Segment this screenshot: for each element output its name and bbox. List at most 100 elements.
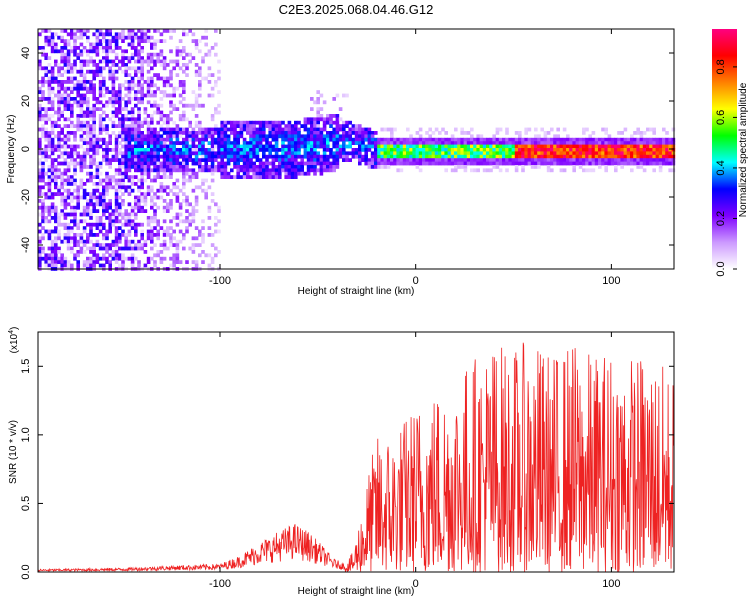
heatmap-cell [50,263,55,268]
heatmap-cell [134,195,138,200]
heatmap-cell [159,52,164,57]
heatmap-cell [364,137,368,142]
heatmap-cell [137,100,141,105]
heatmap-cell [223,165,228,169]
heatmap-cell [63,103,68,108]
chart-title: C2E3.2025.068.04.46.G12 [279,2,434,17]
heatmap-cell [409,144,413,149]
heatmap-cell [114,182,119,186]
heatmap-cell [57,154,61,159]
heatmap-cell [274,131,279,135]
heatmap-cell [297,134,301,139]
heatmap-cell [118,35,122,40]
heatmap-cell [162,66,167,71]
heatmap-cell [454,168,458,173]
heatmap-cell [390,154,394,159]
heatmap-cell [604,127,608,132]
heatmap-cell [268,144,272,149]
heatmap-cell [178,219,183,224]
heatmap-cell [246,171,250,176]
heatmap-cell [498,127,503,132]
heatmap-cell [191,107,196,111]
heatmap-cell [169,168,173,173]
heatmap-cell [665,151,669,156]
heatmap-cell [50,165,55,169]
heatmap-cell [210,260,215,264]
heatmap-cell [578,141,583,145]
heatmap-cell [514,158,519,162]
heatmap-cell [633,154,637,159]
heatmap-cell [617,137,621,142]
heatmap-cell [226,171,231,176]
heatmap-cell [169,202,173,207]
heatmap-cell [121,144,125,149]
heatmap-cell [233,144,237,149]
heatmap-cell [38,141,42,145]
heatmap-cell [399,144,404,149]
heatmap-cell [86,263,90,268]
heatmap-cell [226,151,231,156]
heatmap-cell [303,134,308,139]
heatmap-cell [134,256,138,261]
heatmap-cell [143,151,148,156]
heatmap-cell [585,141,589,145]
heatmap-cell [41,171,45,176]
heatmap-cell [310,165,314,169]
heatmap-cell [121,29,125,33]
heatmap-cell [44,209,48,213]
heatmap-cell [70,158,74,162]
heatmap-cell [626,158,631,162]
heatmap-cell [646,141,650,145]
heatmap-cell [530,137,535,142]
heatmap-cell [198,165,202,169]
heatmap-cell [169,151,173,156]
heatmap-cell [514,137,519,142]
colorbar-tick-label: 0.2 [715,211,727,226]
heatmap-cell [313,165,317,169]
heatmap-cell [201,151,205,156]
heatmap-cell [47,246,52,251]
heatmap-cell [380,154,384,159]
heatmap-cell [156,56,160,60]
heatmap-cell [220,161,224,166]
heatmap-cell [150,236,154,241]
heatmap-cell [70,195,74,200]
heatmap-cell [185,195,189,200]
heatmap-cell [92,175,96,179]
heatmap-cell [322,137,327,142]
heatmap-cell [108,42,112,47]
heatmap-cell [559,168,564,173]
heatmap-cell [111,39,116,43]
heatmap-cell [428,151,432,156]
heatmap-cell [342,134,346,139]
heatmap-cell [505,131,509,135]
heatmap-cell [182,49,186,54]
heatmap-cell [95,243,100,247]
heatmap-cell [140,168,144,173]
heatmap-cell [105,188,109,193]
heatmap-cell [201,134,205,139]
heatmap-cell [258,127,263,132]
heatmap-cell [153,90,157,94]
heatmap-cell [169,144,173,149]
heatmap-cell [636,161,640,166]
heatmap-cell [140,120,144,125]
heatmap-cell [265,120,269,125]
heatmap-cell [495,165,500,169]
heatmap-cell [335,124,340,128]
heatmap-cell [383,165,388,169]
heatmap-cell [214,107,218,111]
heatmap-cell [562,144,567,149]
heatmap-cell [57,110,61,115]
heatmap-cell [306,131,311,135]
heatmap-cell [252,120,256,125]
heatmap-cell [255,175,260,179]
heatmap-cell [57,131,61,135]
heatmap-cell [620,144,624,149]
heatmap-cell [300,141,304,145]
heatmap-cell [124,246,128,251]
heatmap-cell [73,29,77,33]
heatmap-cell [156,141,160,145]
heatmap-cell [191,161,196,166]
heatmap-cell [223,131,228,135]
